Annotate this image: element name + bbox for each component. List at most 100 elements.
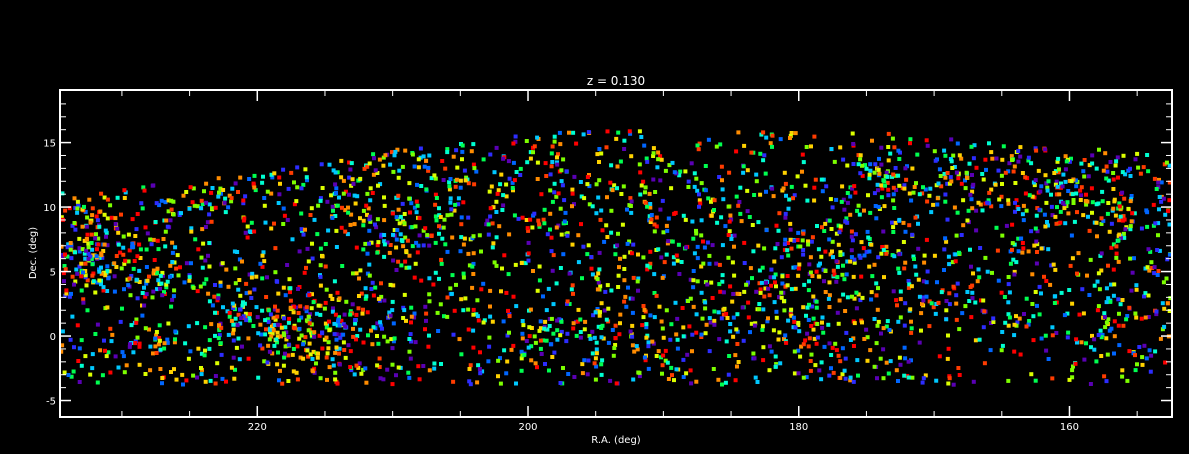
galaxy-point — [152, 258, 157, 262]
galaxy-point — [1050, 213, 1055, 218]
galaxy-point — [1063, 221, 1068, 226]
galaxy-point — [414, 210, 419, 215]
galaxy-point — [488, 152, 493, 157]
galaxy-point — [701, 261, 706, 266]
galaxy-point — [101, 249, 106, 253]
galaxy-point — [762, 294, 767, 299]
galaxy-point — [398, 232, 403, 237]
galaxy-point — [942, 247, 947, 252]
galaxy-point — [348, 312, 353, 317]
galaxy-point — [320, 331, 325, 336]
galaxy-point — [674, 332, 679, 337]
galaxy-point — [969, 144, 974, 149]
galaxy-point — [855, 358, 860, 363]
galaxy-point — [1100, 332, 1105, 337]
galaxy-point — [505, 359, 510, 364]
galaxy-point — [730, 299, 735, 304]
galaxy-point — [555, 337, 560, 342]
galaxy-point — [99, 265, 103, 270]
galaxy-point — [1029, 161, 1034, 166]
galaxy-point — [151, 351, 155, 356]
galaxy-point — [371, 293, 376, 298]
galaxy-point — [80, 224, 85, 229]
galaxy-point — [666, 216, 671, 221]
galaxy-point — [491, 205, 496, 210]
galaxy-point — [195, 204, 200, 209]
galaxy-point — [391, 339, 396, 344]
galaxy-point — [947, 262, 952, 267]
galaxy-point — [597, 147, 602, 151]
galaxy-point — [1046, 247, 1051, 252]
galaxy-point — [580, 371, 585, 376]
galaxy-point — [529, 344, 534, 349]
galaxy-point — [565, 331, 570, 336]
galaxy-point — [796, 371, 801, 376]
galaxy-point — [83, 354, 88, 359]
galaxy-point — [690, 219, 695, 224]
galaxy-point — [207, 299, 212, 304]
galaxy-point — [417, 377, 422, 382]
galaxy-point — [752, 323, 757, 328]
galaxy-point — [714, 261, 719, 266]
galaxy-point — [827, 305, 832, 309]
galaxy-point — [1057, 192, 1062, 197]
galaxy-point — [450, 235, 455, 240]
galaxy-point — [615, 164, 620, 169]
galaxy-point — [1138, 171, 1143, 176]
galaxy-point — [932, 253, 937, 258]
galaxy-point — [101, 288, 106, 293]
galaxy-point — [676, 242, 681, 247]
galaxy-point — [982, 309, 987, 314]
galaxy-point — [353, 321, 358, 326]
galaxy-point — [105, 264, 110, 269]
galaxy-point — [811, 294, 816, 299]
galaxy-point — [351, 271, 355, 276]
galaxy-point — [819, 177, 824, 182]
galaxy-point — [570, 191, 575, 196]
galaxy-point — [811, 327, 816, 332]
galaxy-point — [725, 316, 730, 320]
galaxy-point — [806, 344, 811, 349]
galaxy-point — [376, 240, 381, 245]
galaxy-point — [305, 348, 310, 353]
galaxy-point — [143, 372, 148, 376]
galaxy-point — [653, 190, 658, 194]
galaxy-point — [1165, 301, 1170, 306]
galaxy-point — [471, 234, 476, 239]
galaxy-point — [60, 329, 65, 334]
galaxy-point — [401, 316, 406, 320]
galaxy-point — [518, 166, 523, 171]
galaxy-point — [472, 182, 477, 187]
galaxy-point — [870, 274, 875, 279]
galaxy-point — [1128, 227, 1133, 232]
galaxy-point — [816, 247, 821, 252]
galaxy-point — [945, 171, 950, 175]
galaxy-point — [460, 149, 465, 154]
galaxy-point — [911, 190, 916, 195]
galaxy-point — [218, 341, 223, 346]
galaxy-point — [245, 235, 250, 240]
galaxy-point — [1103, 151, 1108, 156]
galaxy-point — [1076, 251, 1081, 256]
galaxy-point — [898, 315, 903, 320]
galaxy-point — [271, 328, 276, 333]
galaxy-point — [224, 379, 228, 384]
galaxy-point — [311, 300, 316, 305]
galaxy-point — [770, 133, 775, 138]
galaxy-point — [292, 304, 296, 309]
galaxy-point — [348, 365, 353, 369]
galaxy-point — [820, 325, 825, 330]
galaxy-point — [903, 166, 908, 171]
galaxy-point — [184, 190, 189, 194]
galaxy-point — [709, 280, 714, 285]
galaxy-point — [427, 292, 432, 297]
galaxy-point — [524, 218, 529, 222]
galaxy-point — [561, 366, 565, 370]
galaxy-point — [820, 315, 825, 320]
galaxy-point — [659, 255, 664, 260]
galaxy-point — [316, 351, 320, 356]
galaxy-point — [758, 290, 763, 295]
galaxy-point — [398, 214, 403, 219]
galaxy-point — [479, 249, 483, 254]
galaxy-point — [1075, 271, 1079, 276]
